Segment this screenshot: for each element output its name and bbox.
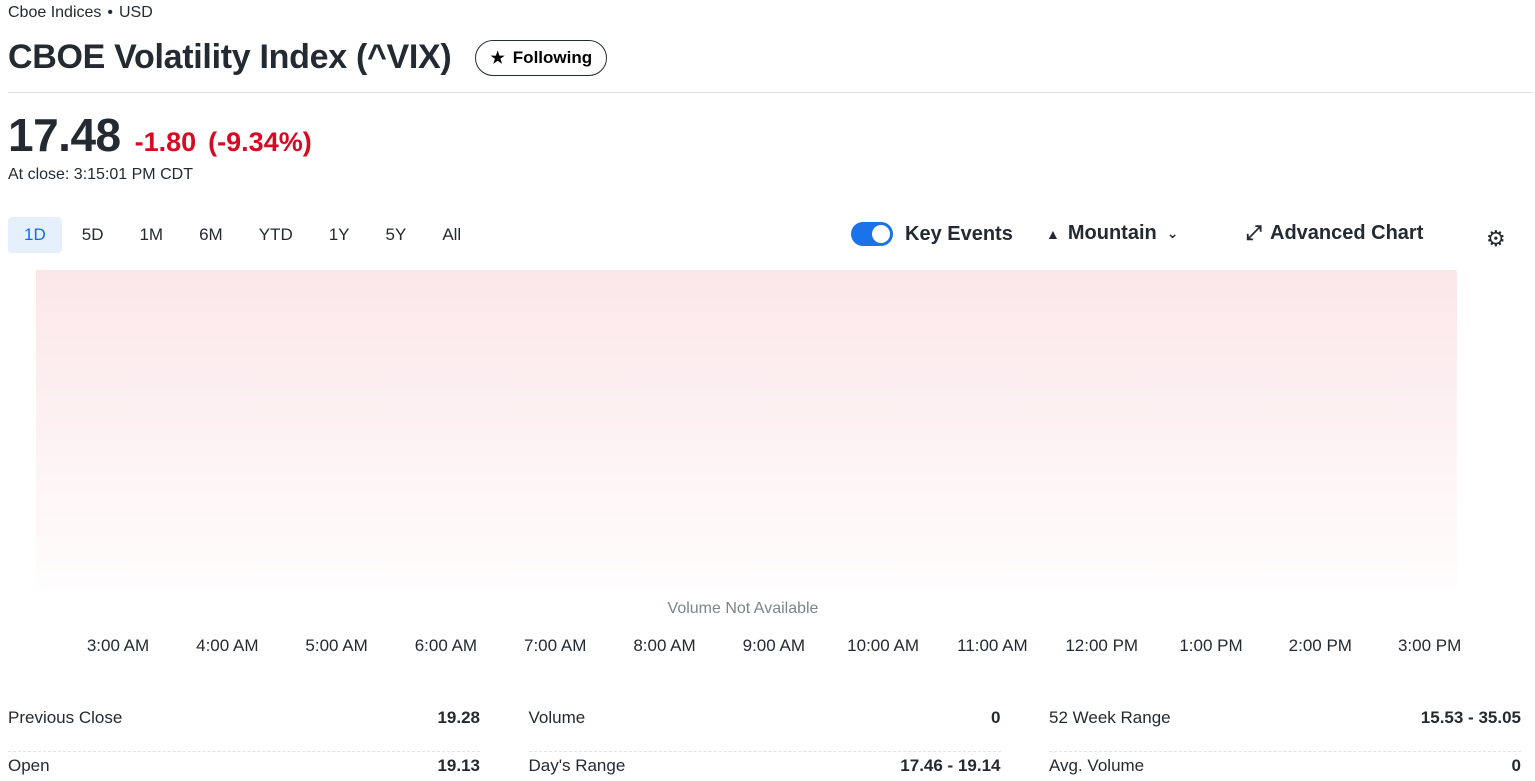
separator-dot: • (107, 4, 113, 21)
toggle-knob (872, 225, 890, 243)
price-change-percent: (-9.34%) (208, 127, 312, 157)
stat-label: Volume (528, 708, 586, 727)
stat-value: 17.46 - 19.14 (900, 756, 1001, 775)
exchange-line: Cboe Indices • USD (8, 4, 153, 22)
stat-value: 19.28 (437, 708, 480, 727)
range-1y[interactable]: 1Y (328, 225, 350, 244)
area-fill (36, 270, 1457, 588)
range-1m[interactable]: 1M (139, 225, 164, 244)
stat-label: 52 Week Range (1049, 708, 1171, 727)
stat-row: 52 Week Range 15.53 - 35.05 (1049, 704, 1521, 752)
chevron-down-icon: ⌄ (1166, 225, 1179, 241)
star-icon: ★ (490, 49, 505, 67)
range-5d[interactable]: 5D (81, 225, 104, 244)
advanced-chart-button[interactable]: ⤢ Advanced Chart (1246, 222, 1423, 245)
volume-not-available: Volume Not Available (668, 600, 819, 617)
stat-row: Previous Close 19.28 (8, 704, 480, 752)
stats-column: Volume 0 Day's Range 17.46 - 19.14 (528, 704, 1001, 781)
stat-label: Day's Range (528, 756, 626, 775)
range-selector: 1D 5D 1M 6M YTD 1Y 5Y All (8, 217, 481, 253)
quote-row: 17.48 -1.80 (-9.34%) (8, 108, 312, 162)
title-row: CBOE Volatility Index (^VIX) ★ Following (8, 38, 608, 77)
stat-row: Volume 0 (528, 704, 1001, 752)
current-price: 17.48 (8, 109, 121, 161)
gear-icon[interactable]: ⚙ (1486, 226, 1506, 251)
chart-type-dropdown[interactable]: ▲ Mountain ⌄ (1046, 222, 1178, 245)
stat-row: Day's Range 17.46 - 19.14 (529, 752, 1001, 781)
x-tick-label: 6:00 AM (415, 636, 477, 655)
stat-value: 0 (1511, 756, 1521, 775)
x-tick-label: 3:00 PM (1398, 636, 1461, 655)
expand-icon: ⤢ (1246, 222, 1262, 244)
x-tick-label: 7:00 AM (524, 636, 586, 655)
x-tick-label: 12:00 PM (1065, 636, 1138, 655)
x-tick-label: 2:00 PM (1289, 636, 1352, 655)
mountain-icon: ▲ (1046, 225, 1060, 242)
x-tick-label: 3:00 AM (87, 636, 149, 655)
range-all[interactable]: All (442, 225, 462, 244)
close-time: At close: 3:15:01 PM CDT (8, 166, 193, 183)
range-1d[interactable]: 1D (8, 217, 62, 253)
following-button[interactable]: ★ Following (475, 39, 608, 76)
stat-label: Avg. Volume (1049, 756, 1145, 775)
stats-column: Previous Close 19.28 Open 19.13 (8, 704, 480, 781)
chart-type-label: Mountain (1067, 222, 1157, 244)
x-tick-label: 4:00 AM (196, 636, 258, 655)
header-divider (8, 92, 1533, 93)
toggle-switch[interactable] (851, 222, 893, 246)
stats-panel: Previous Close 19.28 Open 19.13 Volume 0… (8, 704, 1521, 781)
stats-column: 52 Week Range 15.53 - 35.05 Avg. Volume … (1049, 704, 1521, 781)
x-tick-label: 11:00 AM (957, 636, 1028, 655)
range-5y[interactable]: 5Y (385, 225, 407, 244)
stat-value: 15.53 - 35.05 (1420, 708, 1521, 727)
following-label: Following (512, 47, 593, 67)
x-tick-label: 1:00 PM (1179, 636, 1242, 655)
stat-value: 19.13 (437, 756, 480, 775)
x-tick-label: 8:00 AM (633, 636, 695, 655)
stat-label: Open (8, 756, 50, 775)
stat-row: Open 19.13 (8, 752, 480, 781)
stat-value: 0 (991, 708, 1001, 727)
price-chart[interactable]: 19.0018.5018.0019.2817.48Volume Not Avai… (0, 270, 1535, 670)
x-tick-label: 5:00 AM (305, 636, 367, 655)
price-change: -1.80 (134, 127, 197, 157)
x-tick-label: 9:00 AM (743, 636, 805, 655)
key-events-toggle[interactable]: Key Events (851, 222, 1013, 246)
range-ytd[interactable]: YTD (258, 225, 293, 244)
advanced-chart-label: Advanced Chart (1270, 222, 1424, 244)
stat-label: Previous Close (8, 708, 123, 727)
stat-row: Avg. Volume 0 (1049, 752, 1521, 781)
exchange-name: Cboe Indices (8, 4, 102, 21)
page-title: CBOE Volatility Index (^VIX) (8, 38, 452, 76)
currency: USD (119, 4, 153, 21)
key-events-label: Key Events (905, 222, 1013, 245)
range-6m[interactable]: 6M (199, 225, 223, 244)
x-tick-label: 10:00 AM (847, 636, 919, 655)
